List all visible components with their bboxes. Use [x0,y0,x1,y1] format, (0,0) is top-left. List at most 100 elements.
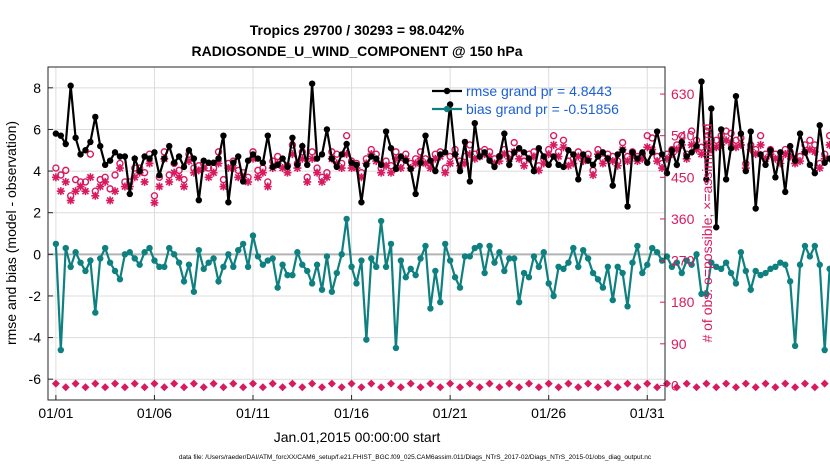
rmse-point [185,147,193,154]
rmse-point [535,144,543,152]
obs-assimilated-marker [313,168,322,177]
bias-point [116,276,124,283]
bias-point [235,246,242,254]
bias-point [737,249,745,256]
rmse-point [816,122,823,129]
bias-point [471,244,478,252]
obs-assimilated-marker [544,150,553,159]
bias-point [141,249,148,256]
rmse-point [589,161,597,169]
obs-count-diamond [150,379,159,388]
y-tick-label-right: 90 [671,336,687,352]
rmse-point [525,155,533,162]
bias-point [392,344,400,352]
obs-assimilated-marker [613,161,622,170]
rmse-point [126,190,134,198]
bias-point [195,246,203,254]
y-tick-label-right: 180 [671,294,695,310]
obs-assimilated-marker [786,152,795,161]
obs-count-diamond [534,383,543,392]
rmse-point [703,176,710,183]
obs-assimilated-marker [303,177,312,186]
rmse-point [565,147,572,154]
rmse-point [294,161,301,169]
obs-assimilated-marker [155,182,164,191]
rmse-point [244,157,252,164]
obs-assimilated-marker [91,191,100,200]
rmse-point [62,140,69,148]
obs-count-diamond [140,383,149,392]
obs-assimilated-marker [460,159,469,168]
obs-assimilated-marker [623,157,632,166]
obs-assimilated-marker [692,145,701,154]
rmse-point [407,165,414,173]
obs-assimilated-marker [51,173,60,182]
bias-point [560,265,567,273]
bias-point [254,253,262,260]
chart-title-line1: Tropics 29700 / 30293 = 98.042% [250,22,465,38]
x-tick-label: 01/06 [137,405,172,421]
obs-assimilated-marker [805,145,814,154]
rmse-point [520,149,528,156]
obs-count-diamond [357,383,366,392]
rmse-point [87,138,94,146]
obs-count-diamond [593,383,602,392]
bias-point [220,263,227,270]
x-tick-label: 01/21 [433,405,468,421]
obs-count-diamond [120,383,129,392]
rmse-point [668,147,676,154]
bias-point [363,336,370,343]
bias-point [190,288,198,295]
bias-point [555,263,562,270]
bias-point [693,251,700,258]
rmse-point [156,172,163,179]
obs-count-diamond [495,383,504,392]
obs-count-diamond [751,383,760,392]
obs-count-diamond [791,383,800,392]
bias-point [269,255,276,262]
rmse-point [368,153,375,160]
rmse-point [220,132,227,139]
obs-possible-marker [392,148,400,156]
obs-count-diamond [209,379,218,388]
bias-point [210,255,217,262]
rmse-point [175,153,183,160]
bias-point [412,271,419,279]
obs-count-diamond [436,383,445,392]
rmse-point [377,161,385,169]
rmse-point [338,151,345,158]
bias-point [215,278,222,285]
obs-possible-marker [62,166,70,175]
obs-assimilated-marker [411,159,420,168]
obs-possible-marker [510,138,518,147]
obs-count-diamond [229,379,238,388]
bias-point [348,263,355,270]
bias-point [575,263,582,270]
obs-assimilated-marker [391,154,400,163]
obs-assimilated-marker [771,154,780,163]
obs-count-diamond [475,383,484,392]
obs-count-diamond [278,383,287,392]
obs-count-diamond [702,379,711,388]
bias-point [432,267,439,275]
rmse-point [239,178,247,185]
bias-point [451,274,459,281]
obs-possible-marker [86,150,95,158]
rmse-point [786,142,794,150]
obs-count-diamond [288,379,297,388]
rmse-point [417,159,424,166]
y-tick-label-right: 540 [671,128,695,144]
bias-point [742,267,750,275]
bias-point [417,255,424,262]
obs-assimilated-marker [441,168,450,177]
obs-assimilated-marker [189,168,198,177]
rmse-point [806,161,814,169]
rmse-point [392,165,400,173]
rmse-point [515,144,523,152]
obs-count-diamond [347,379,356,388]
rmse-point [269,163,276,171]
y-axis-label-left: rmse and bias (model - observation) [3,121,19,345]
obs-assimilated-marker [722,136,731,145]
chart-title-line2: RADIOSONDE_U_WIND_COMPONENT @ 150 hPa [191,43,522,59]
